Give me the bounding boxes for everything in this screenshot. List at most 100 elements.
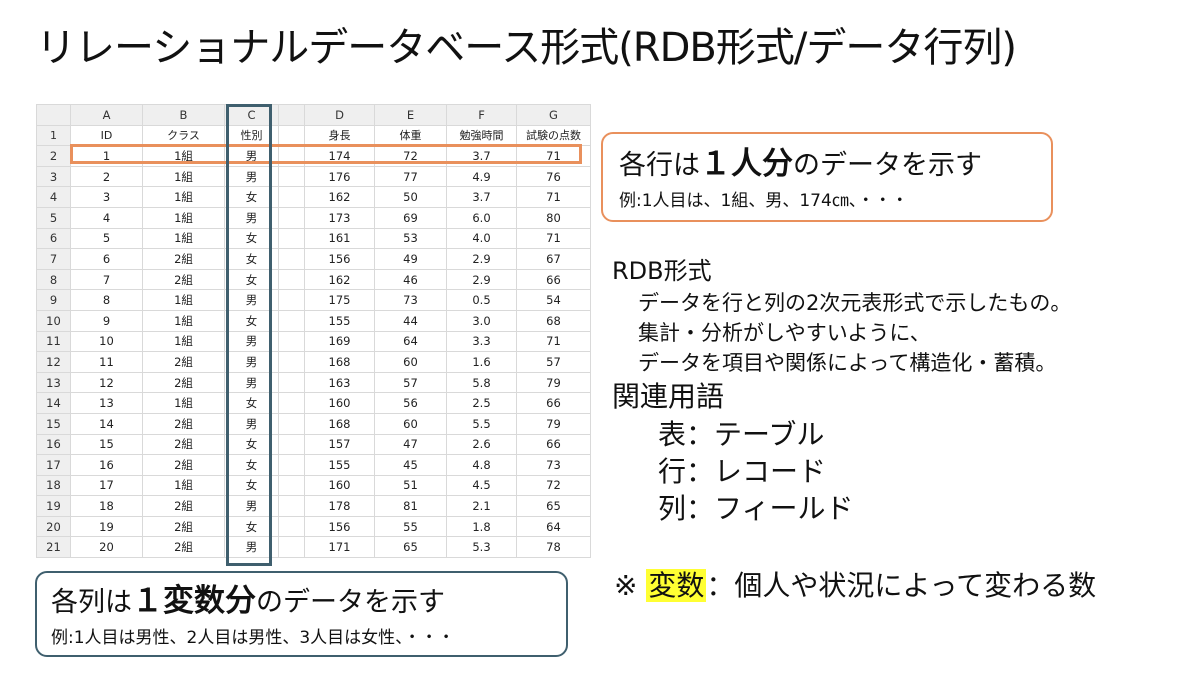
table-row: 17 16 2組女 155 45 4.8 73: [36, 454, 591, 476]
rdb-description-line: 集計・分析がしやすいように、: [638, 321, 931, 345]
table-cell: 2組: [142, 412, 225, 435]
term-separator: ：: [686, 492, 715, 525]
row-number: 14: [36, 392, 71, 414]
row-number: 16: [36, 433, 71, 456]
table-cell: 160: [304, 392, 375, 414]
table-cell: 73: [516, 454, 591, 476]
table-cell: 72: [516, 474, 591, 497]
table-cell: 168: [304, 412, 375, 435]
table-cell: 5.3: [446, 536, 517, 559]
empty-cell: [278, 474, 305, 497]
table-cell: 65: [516, 495, 591, 517]
table-cell: 161: [304, 227, 375, 250]
row-number: 18: [36, 474, 71, 497]
table-cell: 50: [374, 186, 447, 208]
column-letter: [278, 104, 305, 126]
table-cell: 171: [304, 536, 375, 559]
field-name-row: 1 ID クラス 性別 身長 体重 勉強時間 試験の点数: [36, 124, 591, 147]
row-number: 13: [36, 371, 71, 394]
table-cell: 15: [70, 433, 143, 456]
row-number: 5: [36, 206, 71, 229]
term-meaning: テーブル: [714, 418, 825, 451]
table-cell: 66: [516, 433, 591, 456]
table-cell: 2.9: [446, 268, 517, 291]
table-cell: 12: [70, 371, 143, 394]
table-cell: 69: [374, 206, 447, 229]
row-callout-main: 各行は１人分のデータを示す: [619, 144, 1035, 186]
table-cell: 14: [70, 412, 143, 435]
table-cell: 44: [374, 309, 447, 332]
table-cell: 80: [516, 206, 591, 229]
column-callout-suffix: のデータを示す: [256, 587, 445, 618]
table-cell: 7: [70, 268, 143, 291]
table-cell: 71: [516, 227, 591, 250]
corner-cell: [36, 104, 71, 126]
empty-cell: [278, 412, 305, 435]
column-letter: F: [446, 104, 517, 126]
table-cell: 2: [70, 165, 143, 188]
table-cell: 9: [70, 309, 143, 332]
table-cell: 11: [70, 351, 143, 373]
table-cell: 54: [516, 289, 591, 311]
table-cell: 4.0: [446, 227, 517, 250]
table-row: 6 5 1組女 161 53 4.0 71: [36, 227, 591, 250]
table-cell: 4.5: [446, 474, 517, 497]
table-cell: 1組: [142, 206, 225, 229]
table-cell: 2.6: [446, 433, 517, 456]
table-cell: 168: [304, 351, 375, 373]
row-number: 19: [36, 495, 71, 517]
table-cell: 20: [70, 536, 143, 559]
row-number: 6: [36, 227, 71, 250]
table-cell: 2組: [142, 371, 225, 394]
table-cell: 2組: [142, 515, 225, 538]
column-letter: D: [304, 104, 375, 126]
table-cell: 3.3: [446, 330, 517, 353]
table-cell: 4: [70, 206, 143, 229]
table-row: 15 14 2組男 168 60 5.5 79: [36, 412, 591, 435]
table-cell: 1組: [142, 186, 225, 208]
column-letter: B: [142, 104, 225, 126]
field-name-cell: 試験の点数: [516, 124, 591, 147]
table-cell: 162: [304, 186, 375, 208]
table-cell: 60: [374, 351, 447, 373]
table-cell: 5: [70, 227, 143, 250]
table-row: 3 2 1組男 176 77 4.9 76: [36, 165, 591, 188]
table-cell: 47: [374, 433, 447, 456]
table-cell: 76: [516, 165, 591, 188]
field-name-cell: [278, 124, 305, 147]
table-row: 10 9 1組女 155 44 3.0 68: [36, 309, 591, 332]
rdb-description-line: データを行と列の2次元表形式で示したもの。: [638, 291, 1072, 315]
table-cell: 160: [304, 474, 375, 497]
table-cell: 173: [304, 206, 375, 229]
table-cell: 2組: [142, 536, 225, 559]
variable-note: ※ 変数：個人や状況によって変わる数: [614, 564, 1096, 608]
table-cell: 3: [70, 186, 143, 208]
empty-cell: [278, 536, 305, 559]
row-callout-suffix: のデータを示す: [793, 150, 982, 181]
table-cell: 53: [374, 227, 447, 250]
table-row: 12 11 2組男 168 60 1.6 57: [36, 351, 591, 373]
column-callout-example: 例:1人目は男性、2人目は男性、3人目は女性、・・・: [51, 628, 455, 648]
empty-cell: [278, 495, 305, 517]
row-number: 9: [36, 289, 71, 311]
table-cell: 4.9: [446, 165, 517, 188]
table-cell: 1組: [142, 392, 225, 414]
table-cell: 64: [374, 330, 447, 353]
table-cell: 1.8: [446, 515, 517, 538]
table-cell: 46: [374, 268, 447, 291]
rdb-description-line: データを項目や関係によって構造化・蓄積。: [638, 351, 1057, 375]
row-callout: 各行は１人分のデータを示す 例:1人目は、1組、男、174㎝、・・・: [601, 132, 1053, 222]
table-row: 18 17 1組女 160 51 4.5 72: [36, 474, 591, 497]
row-number: 10: [36, 309, 71, 332]
table-cell: 71: [516, 186, 591, 208]
field-name-cell: クラス: [142, 124, 225, 147]
row-number: 21: [36, 536, 71, 559]
note-highlighted-term: 変数: [646, 569, 707, 602]
empty-cell: [278, 309, 305, 332]
table-cell: 156: [304, 515, 375, 538]
empty-cell: [278, 433, 305, 456]
table-cell: 56: [374, 392, 447, 414]
table-cell: 2組: [142, 433, 225, 456]
table-row: 7 6 2組女 156 49 2.9 67: [36, 248, 591, 270]
